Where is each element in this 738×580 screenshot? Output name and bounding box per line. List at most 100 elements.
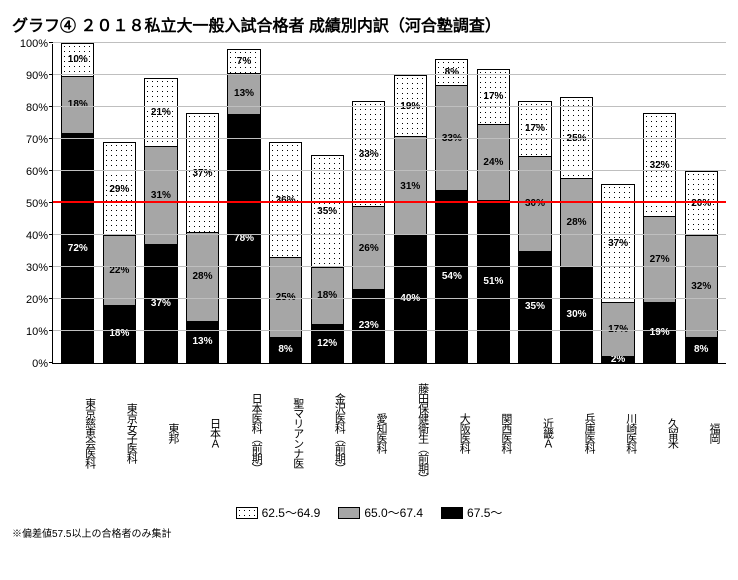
legend-swatch	[236, 507, 258, 519]
segment-value-label: 19%	[650, 327, 670, 338]
bar-column: 78% 13% 7%	[223, 44, 265, 363]
x-axis-category-label: 聖マリアンナ医	[264, 368, 306, 498]
x-axis-category-label: 川崎医科	[597, 368, 639, 498]
bar-segment: 51%	[478, 200, 509, 362]
bar-segment: 35%	[519, 251, 550, 362]
bar-segment: 13%	[187, 321, 218, 362]
bar-segment: 17%	[602, 302, 633, 356]
x-axis-category-label: 金沢医科（前期）	[306, 368, 348, 498]
bar: 13% 28%37%	[186, 113, 219, 363]
grid-line	[53, 74, 726, 75]
segment-value-label: 12%	[317, 338, 337, 349]
y-tick-label: 90%	[12, 70, 48, 82]
bar-column: 19%27%32%	[639, 44, 681, 363]
x-axis-category-label: 関西医科	[472, 368, 514, 498]
bar-segment: 2%	[602, 356, 633, 362]
segment-value-label: 17%	[483, 91, 503, 102]
bar-column: 54%33%8%	[431, 44, 473, 363]
grid-line	[53, 234, 726, 235]
grid-line	[53, 106, 726, 107]
legend-swatch	[441, 507, 463, 519]
x-axis-labels: 東京慈恵会医科東京女子医科東邦日本Ａ日本医科（前期）聖マリアンナ医金沢医科（前期…	[12, 364, 726, 498]
x-axis-category-label: 大阪医科	[431, 368, 473, 498]
bar-segment: 35%	[312, 156, 343, 267]
footnote: ※偏差値57.5以上の合格者のみ集計	[12, 525, 726, 540]
bar: 35% 30% 17%	[518, 101, 551, 363]
legend-item: 62.5～64.9	[236, 504, 321, 521]
bar-segment: 33%	[353, 102, 384, 207]
bar: 12% 18% 35%	[311, 155, 344, 363]
y-tick-label: 20%	[12, 294, 48, 306]
segment-value-label: 51%	[483, 276, 503, 287]
segment-value-label: 37%	[608, 238, 628, 249]
bar-segment: 17%	[478, 70, 509, 124]
segment-value-label: 72%	[68, 243, 88, 254]
bar-segment: 24%	[478, 124, 509, 200]
bar-column: 40%31%19%	[390, 44, 432, 363]
segment-value-label: 35%	[317, 206, 337, 217]
bar-column: 2%17% 37%	[597, 44, 639, 363]
segment-value-label: 33%	[359, 149, 379, 160]
x-axis-category-label: 東京女子医科	[98, 368, 140, 498]
segment-value-label: 8%	[694, 344, 708, 355]
segment-value-label: 13%	[192, 336, 212, 347]
bar-segment: 7%	[228, 50, 259, 72]
segment-value-label: 29%	[109, 184, 129, 195]
bar: 23% 26% 33%	[352, 101, 385, 363]
segment-value-label: 13%	[234, 88, 254, 99]
bar-segment: 27%	[644, 216, 675, 302]
legend-label: 67.5～	[467, 504, 502, 521]
segment-value-label: 30%	[525, 198, 545, 209]
bar-segment: 32%	[686, 235, 717, 336]
bar-column: 13% 28%37%	[182, 44, 224, 363]
y-tick-label: 80%	[12, 102, 48, 114]
bar-segment: 22%	[104, 235, 135, 305]
bar-segment: 18%	[312, 267, 343, 324]
y-tick-label: 30%	[12, 262, 48, 274]
x-axis-category-label: 兵庫医科	[556, 368, 598, 498]
bar-segment: 20%	[686, 172, 717, 235]
segment-value-label: 54%	[442, 271, 462, 282]
bar-segment: 54%	[436, 190, 467, 362]
segment-value-label: 30%	[567, 309, 587, 320]
segment-value-label: 26%	[359, 243, 379, 254]
bar-column: 23% 26% 33%	[348, 44, 390, 363]
bar-segment: 78%	[228, 114, 259, 362]
segment-value-label: 24%	[483, 157, 503, 168]
bar-segment: 37%	[187, 114, 218, 231]
bar-segment: 8%	[270, 337, 301, 362]
bar-column: 37%31%21%	[140, 44, 182, 363]
y-axis: 0%10%20%30%40%50%60%70%80%90%100%	[12, 44, 52, 364]
segment-value-label: 27%	[650, 254, 670, 265]
y-tick-label: 60%	[12, 166, 48, 178]
segment-value-label: 17%	[525, 123, 545, 134]
plot-area: 72%18%10%18%22%29%37%31%21%13%28%37%78%1…	[52, 44, 726, 364]
x-axis-category-label: 日本医科（前期）	[223, 368, 265, 498]
bar-column: 12% 18% 35%	[306, 44, 348, 363]
bar-column: 72%18%10%	[57, 44, 99, 363]
segment-value-label: 31%	[151, 190, 171, 201]
chart-area: 0%10%20%30%40%50%60%70%80%90%100% 72%18%…	[12, 44, 726, 364]
bar-segment: 28%	[187, 232, 218, 321]
bar-segment: 23%	[353, 289, 384, 362]
x-axis-category-label: 久留米	[639, 368, 681, 498]
bar-segment: 26%	[353, 206, 384, 289]
bar-column: 30%28%25%	[556, 44, 598, 363]
bar-segment: 25%	[270, 257, 301, 336]
bar-segment: 72%	[62, 133, 93, 362]
bar: 8% 32%20%	[685, 171, 718, 363]
grid-line	[53, 42, 726, 43]
legend-item: 65.0～67.4	[338, 504, 423, 521]
bar-column: 8%25%36%	[265, 44, 307, 363]
segment-value-label: 8%	[278, 344, 292, 355]
bar-column: 18%22%29%	[99, 44, 141, 363]
y-tick-label: 40%	[12, 230, 48, 242]
bars-container: 72%18%10%18%22%29%37%31%21%13%28%37%78%1…	[53, 44, 726, 363]
segment-value-label: 18%	[317, 290, 337, 301]
grid-line	[53, 298, 726, 299]
grid-line	[53, 266, 726, 267]
bar: 51% 24% 17%	[477, 69, 510, 363]
bar-segment: 31%	[145, 146, 176, 245]
bar-segment: 13%	[228, 73, 259, 114]
bar-column: 51% 24% 17%	[473, 44, 515, 363]
